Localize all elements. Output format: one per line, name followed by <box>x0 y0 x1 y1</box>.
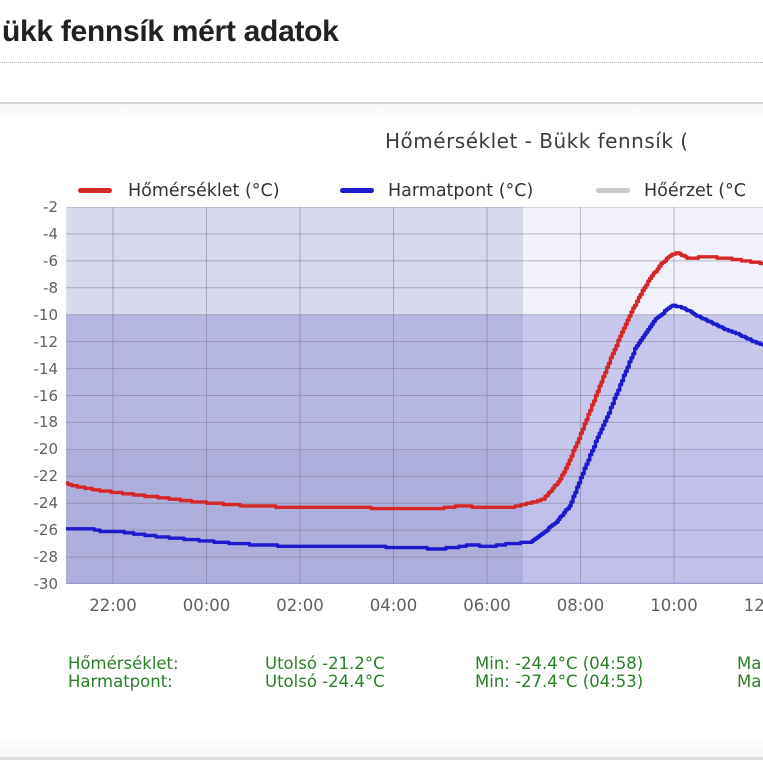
y-tick-label: -26 <box>33 521 59 540</box>
y-tick-label: -18 <box>33 413 59 432</box>
stat-last: Utolsó -21.2°C <box>265 654 385 673</box>
y-tick-label: -10 <box>33 305 59 324</box>
y-tick-label: -24 <box>33 494 59 513</box>
y-tick-label: -12 <box>33 332 59 351</box>
night-shading <box>66 207 523 584</box>
stat-max: Ma <box>737 672 762 691</box>
x-tick-label: 22:00 <box>89 596 137 615</box>
chart-section-bottom-fade <box>0 737 763 757</box>
series-line-1 <box>66 303 763 551</box>
stats-row: Harmatpont: Utolsó -24.4°C Min: -27.4°C (0… <box>68 673 763 691</box>
plot-band-0 <box>66 207 763 315</box>
plot-band-1 <box>66 314 763 450</box>
stats-summary: Hőmérséklet: Utolsó -21.2°C Min: -24.4°C (… <box>68 655 763 691</box>
page-title: ükk fennsík mért adatok <box>2 15 339 48</box>
x-tick-label: 08:00 <box>556 596 605 615</box>
plot-band-2 <box>66 449 763 584</box>
stat-max: Ma <box>737 654 762 673</box>
legend-dash-temperature <box>78 188 112 193</box>
legend-label-temperature: Hőmérséklet (°C) <box>128 181 280 201</box>
legend-dash-dewpoint <box>340 188 374 193</box>
x-tick-label: 06:00 <box>463 596 511 615</box>
stat-label: Harmatpont: <box>68 672 173 691</box>
chart-title: Hőmérséklet - Bükk fennsík ( <box>385 129 689 153</box>
y-tick-label: -22 <box>33 467 59 486</box>
legend-label-dewpoint: Harmatpont (°C) <box>388 181 534 201</box>
y-tick-label: -20 <box>33 440 59 459</box>
x-tick-label: 04:00 <box>369 596 418 615</box>
x-tick-label: 00:00 <box>182 596 231 615</box>
chart-section-bottom-border <box>0 757 763 760</box>
y-tick-label: -4 <box>43 224 58 243</box>
temperature-plot <box>66 207 763 584</box>
x-tick-label: 02:00 <box>276 596 324 615</box>
y-tick-label: -30 <box>33 575 59 593</box>
stat-min: Min: -27.4°C (04:53) <box>475 672 644 691</box>
y-tick-label: -16 <box>33 386 59 405</box>
stat-label: Hőmérséklet: <box>68 654 179 673</box>
plot-canvas <box>66 207 763 584</box>
header-separator <box>0 62 763 63</box>
y-tick-label: -2 <box>43 198 58 216</box>
legend-dash-feelslike <box>596 188 630 193</box>
x-tick-label: 12:00 <box>743 596 763 615</box>
stat-min: Min: -24.4°C (04:58) <box>475 654 644 673</box>
stat-last: Utolsó -24.4°C <box>265 672 385 691</box>
y-tick-label: -14 <box>33 359 59 378</box>
chart-section-top-border <box>0 102 763 122</box>
series-line-0 <box>66 251 763 511</box>
stats-row: Hőmérséklet: Utolsó -21.2°C Min: -24.4°C (… <box>68 655 763 673</box>
y-tick-label: -6 <box>43 251 58 270</box>
y-tick-label: -8 <box>43 278 58 297</box>
legend-label-feelslike: Hőérzet (°C <box>644 181 747 201</box>
x-tick-label: 10:00 <box>650 596 698 615</box>
y-tick-label: -28 <box>33 548 59 567</box>
